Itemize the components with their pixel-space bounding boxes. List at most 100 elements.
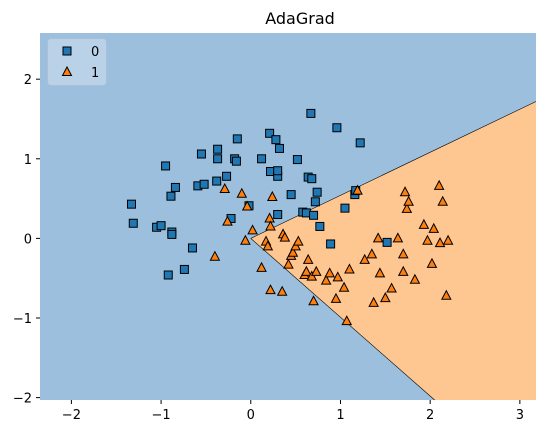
chart-title: AdaGrad bbox=[265, 9, 335, 28]
point-class-0 bbox=[212, 176, 222, 186]
point-class-0 bbox=[286, 190, 296, 200]
point-class-0 bbox=[309, 210, 319, 220]
point-class-1 bbox=[276, 285, 288, 296]
point-class-1 bbox=[306, 270, 318, 281]
point-class-1 bbox=[332, 271, 344, 282]
point-class-1 bbox=[247, 224, 258, 235]
point-class-1 bbox=[222, 215, 233, 226]
point-class-0 bbox=[307, 174, 317, 184]
point-class-1 bbox=[397, 265, 409, 276]
point-class-0 bbox=[265, 128, 275, 138]
point-class-1 bbox=[283, 258, 294, 269]
point-class-0 bbox=[187, 243, 197, 253]
point-class-1 bbox=[241, 200, 253, 211]
y-tick-label: −2 bbox=[13, 392, 32, 407]
point-class-1 bbox=[338, 281, 350, 292]
point-class-0 bbox=[332, 123, 342, 133]
point-class-0 bbox=[213, 144, 223, 154]
point-class-0 bbox=[199, 179, 209, 189]
point-class-0 bbox=[163, 270, 173, 280]
legend-label-1: 1 bbox=[91, 66, 99, 81]
point-class-1 bbox=[403, 195, 414, 206]
point-class-1 bbox=[256, 261, 267, 272]
point-class-0 bbox=[315, 221, 325, 231]
point-class-1 bbox=[265, 220, 276, 231]
point-class-1 bbox=[262, 240, 274, 251]
plot-area bbox=[40, 33, 537, 401]
y-tick-label: 1 bbox=[24, 153, 32, 168]
point-class-0 bbox=[306, 108, 316, 118]
legend: 01 bbox=[47, 38, 107, 86]
point-class-1 bbox=[341, 315, 353, 326]
point-class-0 bbox=[179, 264, 189, 274]
point-class-0 bbox=[126, 199, 136, 209]
point-class-1 bbox=[324, 267, 336, 278]
point-class-1 bbox=[434, 237, 446, 248]
point-class-0 bbox=[156, 221, 166, 231]
point-class-1 bbox=[397, 248, 409, 259]
x-tick-label: 1 bbox=[336, 408, 344, 423]
point-class-1 bbox=[433, 179, 445, 190]
point-class-1 bbox=[219, 182, 231, 194]
point-class-0 bbox=[312, 187, 322, 197]
point-class-0 bbox=[232, 134, 242, 144]
legend-marker-1 bbox=[61, 65, 73, 76]
point-class-1 bbox=[386, 282, 397, 293]
point-class-0 bbox=[382, 237, 392, 247]
point-class-1 bbox=[344, 263, 355, 274]
y-tick-label: 2 bbox=[24, 73, 32, 88]
point-class-1 bbox=[265, 284, 276, 295]
point-class-0 bbox=[167, 229, 177, 239]
x-tick-label: −1 bbox=[151, 408, 170, 423]
point-class-0 bbox=[273, 166, 283, 176]
decision-boundary-lower bbox=[250, 238, 435, 401]
point-class-1 bbox=[310, 265, 322, 276]
point-class-1 bbox=[292, 235, 304, 246]
point-class-0 bbox=[292, 155, 302, 165]
point-class-0 bbox=[161, 161, 171, 171]
point-class-1 bbox=[264, 212, 275, 223]
point-class-0 bbox=[326, 239, 336, 249]
point-class-0 bbox=[166, 191, 176, 201]
point-class-1 bbox=[209, 250, 221, 261]
point-class-1 bbox=[426, 257, 438, 268]
point-class-0 bbox=[170, 182, 180, 192]
point-class-1 bbox=[266, 190, 278, 201]
point-class-1 bbox=[287, 246, 299, 257]
point-class-1 bbox=[374, 267, 386, 278]
point-class-1 bbox=[236, 187, 248, 198]
point-class-0 bbox=[222, 171, 232, 181]
legend-label-0: 0 bbox=[91, 45, 99, 60]
x-tick-label: −2 bbox=[62, 408, 81, 423]
point-class-0 bbox=[273, 210, 283, 220]
point-class-1 bbox=[442, 234, 454, 245]
point-class-0 bbox=[340, 203, 350, 213]
point-class-1 bbox=[379, 292, 391, 303]
point-class-1 bbox=[437, 195, 449, 206]
point-class-1 bbox=[301, 265, 312, 276]
point-class-1 bbox=[290, 240, 301, 251]
y-tick-label: 0 bbox=[24, 232, 32, 247]
point-class-1 bbox=[409, 273, 421, 284]
x-tick-label: 0 bbox=[247, 408, 255, 423]
point-class-1 bbox=[279, 231, 291, 242]
point-class-1 bbox=[368, 296, 379, 307]
point-class-1 bbox=[440, 289, 452, 300]
point-class-1 bbox=[302, 253, 314, 264]
y-tick-label: −1 bbox=[13, 312, 32, 327]
point-class-0 bbox=[355, 138, 365, 148]
axes: −2 −1 0 1 2 3 −2 −1 0 1 2 bbox=[13, 73, 524, 423]
point-class-1 bbox=[399, 186, 411, 197]
point-class-0 bbox=[310, 197, 320, 207]
point-class-0 bbox=[128, 218, 138, 228]
point-class-1 bbox=[330, 292, 342, 303]
point-class-0 bbox=[213, 154, 223, 164]
point-class-1 bbox=[392, 232, 404, 243]
point-class-1 bbox=[320, 274, 332, 285]
point-class-1 bbox=[366, 248, 378, 259]
point-class-1 bbox=[401, 202, 413, 213]
point-class-1 bbox=[372, 232, 384, 243]
point-class-0 bbox=[274, 143, 284, 153]
point-class-1 bbox=[422, 234, 433, 245]
